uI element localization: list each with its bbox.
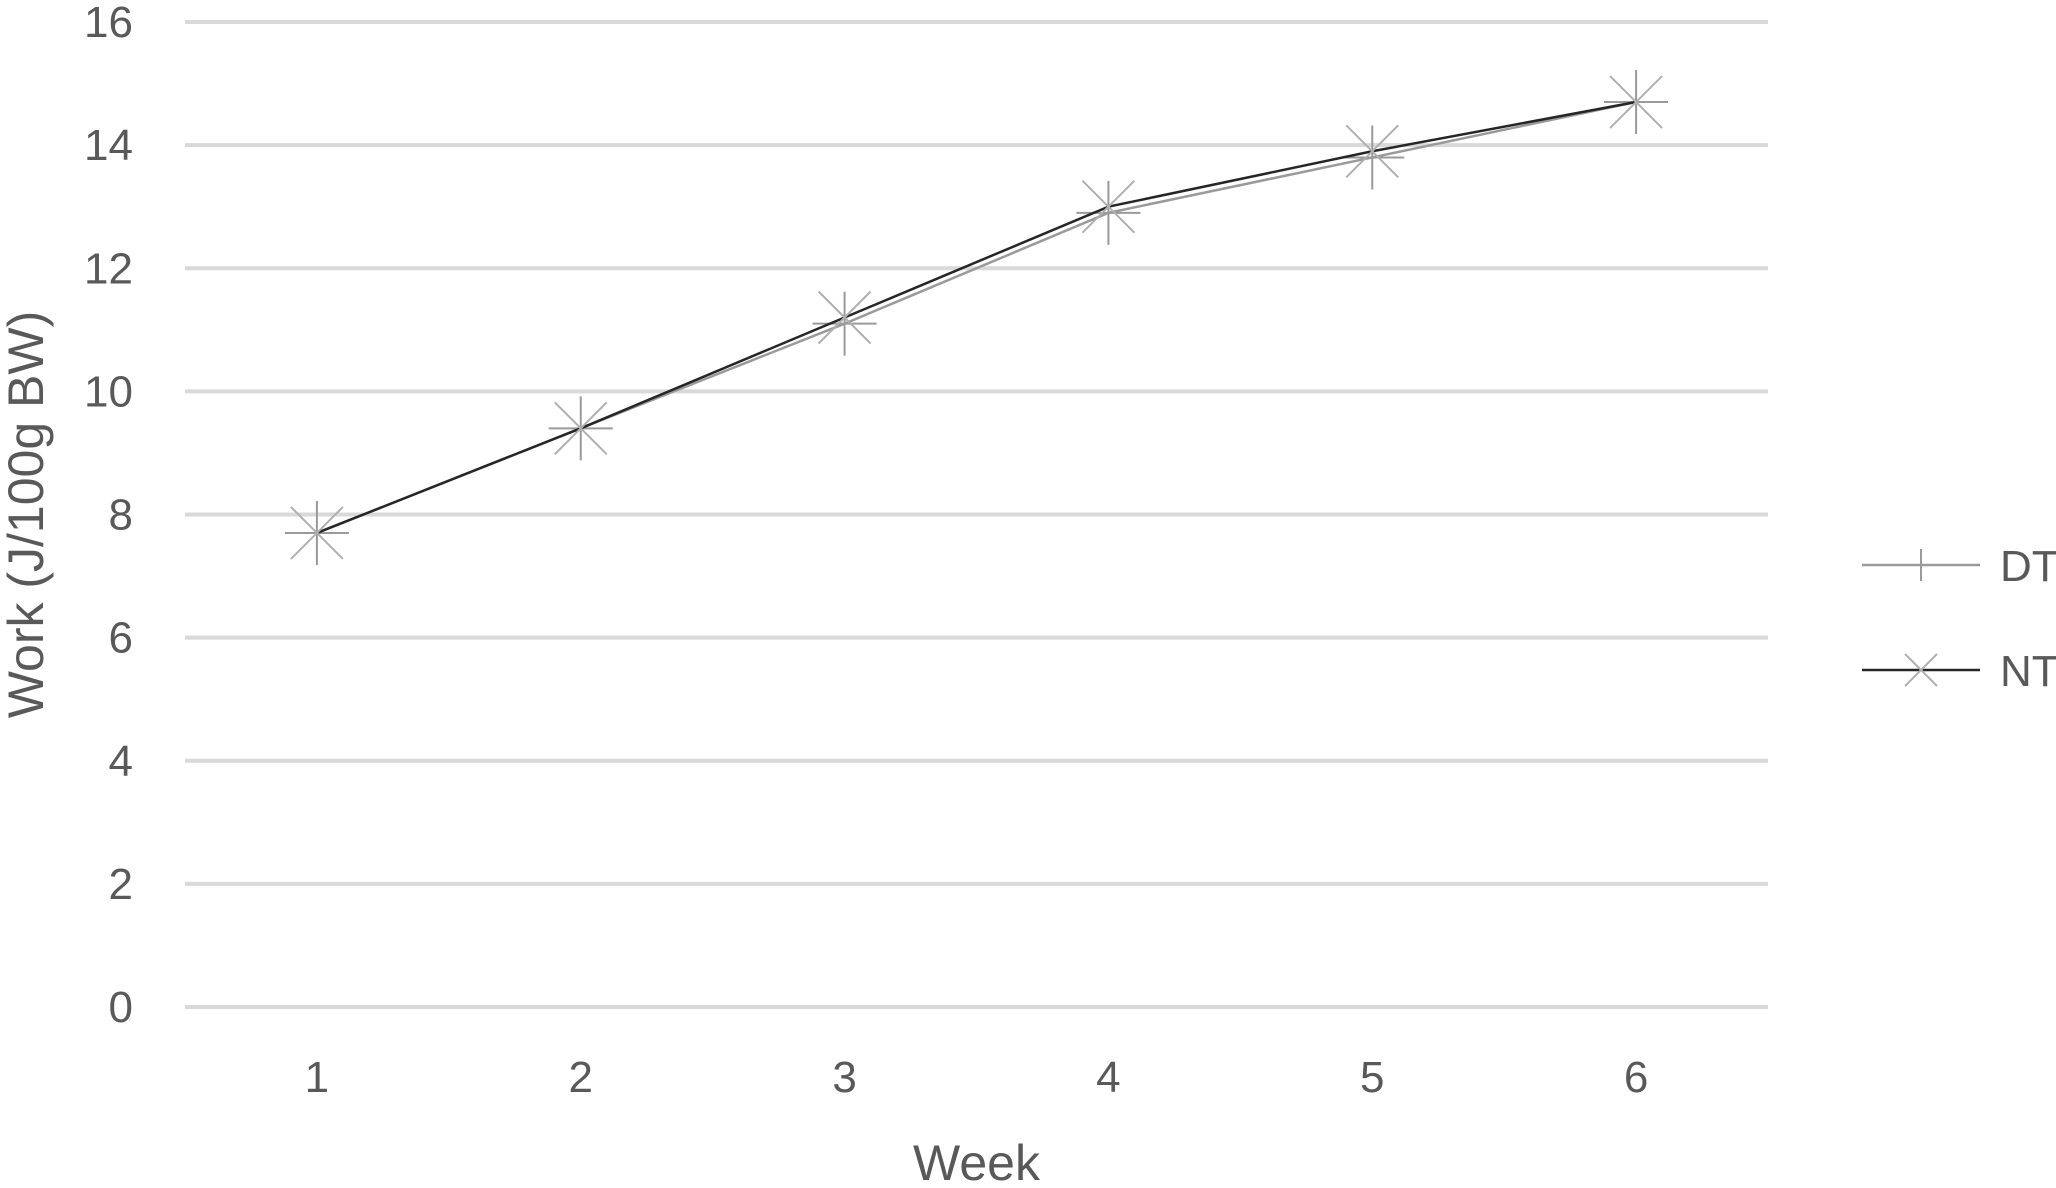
x-axis-title: Week [913, 1135, 1041, 1188]
legend-label: NT [2000, 647, 2056, 696]
legend-item-dt: DT [1862, 542, 2056, 591]
y-tick-label: 8 [109, 491, 133, 540]
x-tick-label: 3 [832, 1053, 856, 1102]
data-point [1609, 75, 1663, 129]
data-point [290, 506, 344, 560]
gridlines [185, 20, 1768, 1009]
x-tick-label: 2 [569, 1053, 593, 1102]
x-tick-label: 1 [305, 1053, 329, 1102]
data-point [817, 290, 872, 345]
x-axis-ticks: 1 2 3 4 5 6 [305, 1053, 1649, 1102]
x-tick-label: 5 [1360, 1053, 1384, 1102]
y-tick-label: 12 [84, 244, 133, 293]
y-tick-label: 16 [84, 0, 133, 47]
legend-marker [1904, 653, 1938, 687]
y-axis-ticks: 0 2 4 6 8 10 12 14 16 [84, 0, 133, 1032]
y-tick-label: 6 [109, 614, 133, 663]
data-point [812, 291, 877, 356]
y-tick-label: 14 [84, 121, 133, 170]
series-line [316, 100, 1637, 535]
data-point [554, 401, 608, 456]
series-group [284, 70, 1669, 565]
y-tick-label: 4 [109, 737, 133, 786]
data-point [1340, 125, 1405, 190]
data-point [1345, 124, 1399, 178]
legend-marker [1905, 549, 1937, 581]
y-tick-label: 0 [109, 983, 133, 1032]
data-point [1081, 179, 1136, 234]
data-point [1076, 180, 1141, 245]
legend-item-nt: NT [1862, 647, 2056, 696]
y-tick-label: 2 [109, 860, 133, 909]
x-tick-label: 6 [1624, 1053, 1648, 1102]
x-tick-label: 4 [1096, 1053, 1120, 1102]
y-axis-title: Work (J/100g BW) [0, 311, 54, 719]
legend-label: DT [2000, 542, 2056, 591]
y-tick-label: 10 [84, 367, 133, 416]
legend: DT NT [1862, 542, 2056, 696]
series-line [316, 100, 1637, 535]
series-nt [290, 75, 1663, 560]
